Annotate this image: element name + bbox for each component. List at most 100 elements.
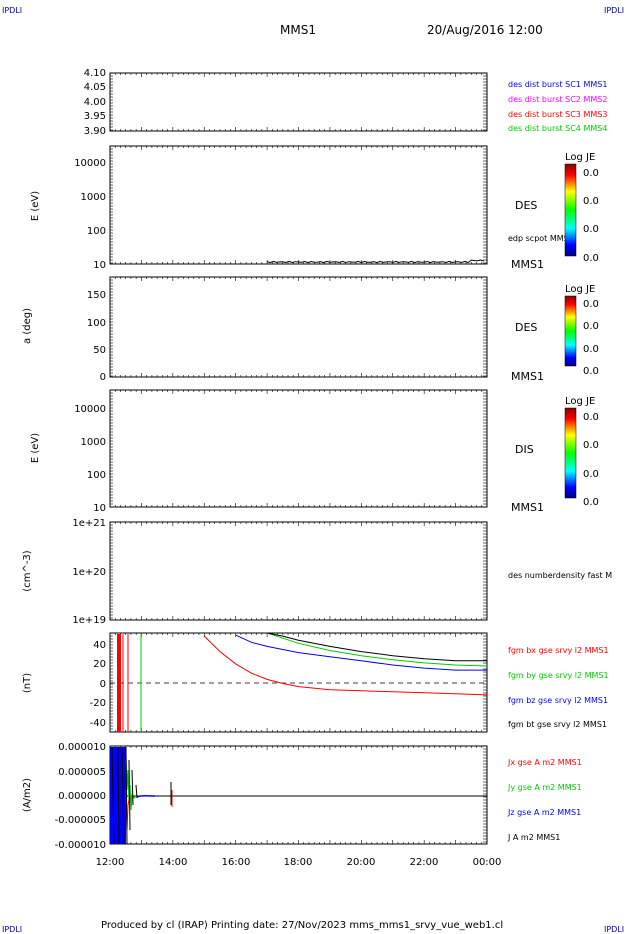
colorbar-gradient	[564, 295, 577, 367]
x-tick-label: 14:00	[159, 857, 188, 868]
p6-series-line	[266, 632, 488, 667]
p7-burst-jy	[125, 759, 137, 811]
p4-ytick-label: 1000	[81, 437, 106, 448]
p3-ylabel: a (deg)	[22, 308, 33, 344]
p2-ytick-label: 10	[93, 260, 106, 271]
panel-2: 10000 1000 100 10 E (eV) DES edp scpot M…	[30, 158, 574, 271]
p6-legend-bz: fgm bz gse srvy l2 MMS1	[508, 696, 608, 705]
p1-ytick-label: 4.10	[84, 68, 106, 79]
p2-ytick-label: 10000	[74, 158, 106, 169]
p6-ytick-label: -20	[90, 698, 106, 709]
p4-instrument-label: DIS	[515, 443, 534, 456]
corner-label-bottom-right: IPDLI	[604, 925, 624, 934]
p7-ytick-label: 0.000005	[58, 767, 106, 778]
colorbar-tick: 0.0	[583, 321, 599, 332]
p6-ytick-label: -40	[90, 718, 106, 729]
p7-legend-j: J A m2 MMS1	[507, 833, 560, 842]
p7-ytick-label: 0.000000	[58, 791, 106, 802]
p2-ytick-label: 1000	[81, 192, 106, 203]
p4-ytick-label: 10	[93, 503, 106, 514]
p2-ytick-label: 100	[87, 226, 106, 237]
p2-extra-label: edp scpot MMS1	[508, 234, 574, 243]
p4-sat-label: MMS1	[511, 501, 544, 514]
p7-ytick-label: -0.000010	[55, 840, 106, 851]
p1-legend-sc4: des dist burst SC4 MMS4	[508, 124, 607, 133]
p6-ytick-label: 0	[100, 679, 106, 690]
panel-1: 4.10 4.05 4.00 3.95 3.90 des dist burst …	[84, 68, 608, 137]
panel-3-frame	[109, 276, 488, 378]
header-mission: MMS1	[280, 23, 316, 37]
p7-legend-jx: Jx gse A m2 MMS1	[507, 758, 582, 767]
colorbar-title: Log JE	[565, 396, 595, 407]
p1-legend-sc2: des dist burst SC2 MMS2	[508, 95, 607, 104]
panel-5-frame	[109, 521, 488, 621]
colorbar-tick: 0.0	[583, 168, 599, 179]
colorbar-tick: 0.0	[583, 224, 599, 235]
p4-ytick-label: 10000	[74, 404, 106, 415]
panel-7: 0.000010 0.000005 0.000000 -0.000005 -0.…	[22, 742, 582, 851]
p1-legend-sc3: des dist burst SC3 MMS3	[508, 110, 607, 119]
colorbar-gradient	[564, 163, 577, 257]
x-axis: 12:00 14:00 16:00 18:00 20:00 22:00 00:0…	[96, 857, 502, 868]
panel-7-frame	[109, 745, 488, 845]
colorbar-tick: 0.0	[583, 344, 599, 355]
p4-ytick-label: 100	[87, 470, 106, 481]
p5-ylabel: (cm^-3)	[22, 550, 33, 591]
corner-label-top-right: IPDLI	[604, 6, 624, 15]
corner-label-bottom-left: IPDLI	[2, 925, 22, 934]
p3-ytick-label: 150	[87, 290, 106, 301]
footer-credit: Produced by cl (IRAP) Printing date: 27/…	[101, 920, 503, 931]
p6-legend-bt: fgm bt gse srvy l2 MMS1	[508, 720, 607, 729]
p3-ytick-label: 100	[87, 318, 106, 329]
corner-label-top-left: IPDLI	[2, 6, 22, 15]
colorbar-title: Log JE	[565, 284, 595, 295]
p4-ylabel: E (eV)	[30, 433, 41, 463]
x-tick-label: 00:00	[473, 857, 502, 868]
colorbar-gradient	[564, 407, 577, 499]
p3-ytick-label: 0	[100, 372, 106, 383]
p6-spike-red	[117, 634, 121, 732]
p1-ytick-label: 4.00	[84, 97, 106, 108]
p6-legend-by: fgm by gse srvy l2 MMS1	[508, 671, 609, 680]
p6-series-group	[203, 632, 488, 696]
colorbar-p4: Log JE 0.0 0.0 0.0 0.0	[564, 396, 599, 508]
p7-burst-j	[111, 746, 138, 845]
p6-series-line	[267, 632, 487, 662]
colorbar-tick: 0.0	[583, 497, 599, 508]
colorbar-tick: 0.0	[583, 412, 599, 423]
p7-ytick-label: 0.000010	[58, 742, 106, 753]
p2-instrument-label: DES	[515, 199, 537, 212]
header-datetime: 20/Aug/2016 12:00	[427, 23, 543, 37]
p2-sat-label: MMS1	[511, 258, 544, 271]
colorbar-tick: 0.0	[583, 299, 599, 310]
p2-scpot-line	[266, 259, 485, 264]
colorbar-tick: 0.0	[583, 253, 599, 264]
panel-4-frame	[109, 389, 488, 508]
p6-legend-bx: fgm bx gse srvy l2 MMS1	[508, 646, 609, 655]
colorbar-tick: 0.0	[583, 440, 599, 451]
panel-1-frame	[109, 72, 488, 132]
panel-6: 40 20 0 -20 -40 (nT) fgm bx gse srvy l2 …	[22, 632, 609, 732]
p5-legend: des numberdensity fast M	[508, 571, 612, 580]
p6-series-line	[235, 634, 487, 671]
p3-ytick-label: 50	[93, 345, 106, 356]
p3-sat-label: MMS1	[511, 370, 544, 383]
p6-series-line	[203, 635, 488, 696]
colorbar-title: Log JE	[565, 152, 595, 163]
colorbar-tick: 0.0	[583, 196, 599, 207]
x-tick-label: 18:00	[284, 857, 313, 868]
p6-ytick-label: 20	[93, 659, 106, 670]
colorbar-p3: Log JE 0.0 0.0 0.0 0.0	[564, 284, 599, 377]
x-tick-label: 16:00	[222, 857, 251, 868]
colorbar-tick: 0.0	[583, 366, 599, 377]
p1-ytick-label: 4.05	[84, 82, 106, 93]
p7-ytick-label: -0.000005	[55, 815, 106, 826]
p7-legend-jz: Jz gse A m2 MMS1	[507, 808, 581, 817]
panel-3: 150 100 50 0 a (deg) DES MMS1	[22, 290, 544, 383]
x-tick-label: 12:00	[96, 857, 125, 868]
panel-2-frame	[109, 145, 488, 265]
p5-ytick-label: 1e+19	[72, 615, 106, 626]
p3-instrument-label: DES	[515, 321, 537, 334]
p6-ytick-label: 40	[93, 640, 106, 651]
